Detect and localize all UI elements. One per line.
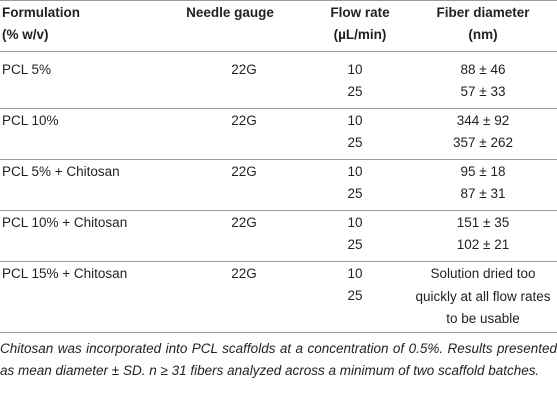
header-cell: Flow rate [330,5,390,20]
fiber-diameter: 95 ± 18 [460,164,506,179]
fiber-diameter-note: Solution dried too quickly at all flow r… [415,266,551,326]
fiber-diameter: 344 ± 92 [456,113,510,128]
row-rule [0,261,557,262]
row-rule [0,108,557,109]
flow-rate: 10 [347,113,363,128]
row-rule [0,210,557,211]
needle-gauge: 22G [231,215,257,230]
footnote: Chitosan was incorporated into PCL scaff… [0,341,557,378]
header-cell: (nm) [468,27,498,42]
fiber-diameter: 57 ± 33 [460,84,506,99]
flow-rate: 10 [347,62,363,77]
header-cell: Formulation [2,5,80,20]
needle-gauge: 22G [231,62,257,77]
formulation: PCL 10% + Chitosan [2,215,128,230]
flow-rate: 10 [347,266,363,281]
flow-rate: 25 [347,186,363,201]
flow-rate: 25 [347,237,363,252]
flow-rate: 25 [347,135,363,150]
fiber-diameter: 87 ± 31 [460,186,506,201]
formulation: PCL 10% [2,113,59,128]
formulation: PCL 15% + Chitosan [2,266,128,281]
header-rule [0,51,557,52]
header-cell: (% w/v) [2,27,49,42]
fiber-diameter: 88 ± 46 [460,62,506,77]
flow-rate: 10 [347,215,363,230]
needle-gauge: 22G [231,164,257,179]
flow-rate: 25 [347,84,363,99]
formulation: PCL 5% [2,62,52,77]
row-rule [0,159,557,160]
bottom-rule [0,332,557,333]
fiber-diameter: 102 ± 21 [456,237,510,252]
formulation: PCL 5% + Chitosan [2,164,120,179]
needle-gauge: 22G [231,113,257,128]
flow-rate: 10 [347,164,363,179]
fiber-diameter: 357 ± 262 [453,135,513,150]
header-cell: Needle gauge [186,5,274,20]
needle-gauge: 22G [231,266,257,281]
header-cell: Fiber diameter [436,5,530,20]
fiber-diameter: 151 ± 35 [456,215,510,230]
flow-rate: 25 [347,288,363,303]
top-rule [0,0,557,1]
header-cell: (µL/min) [333,27,387,42]
